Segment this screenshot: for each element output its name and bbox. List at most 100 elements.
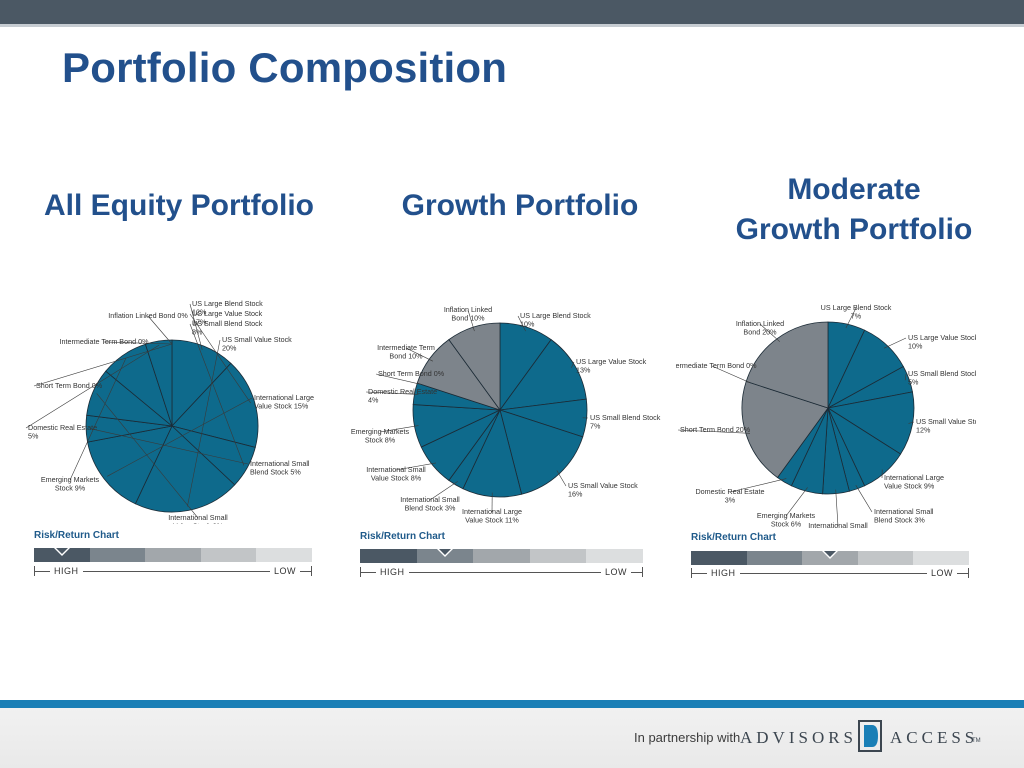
partner-text: In partnership with <box>634 730 741 745</box>
pie-label-us-small-value-stock-16: US Small Value Stock 16% <box>568 481 638 499</box>
pie-label-emerging-markets-stock-8: Emerging Markets Stock 8% <box>351 427 410 445</box>
pie-label-intermediate-term-bond-0: Intermediate Term Bond 0% <box>676 361 757 370</box>
pie-label-us-small-blend-stock-8: US Small Blend Stock 8% <box>192 319 263 337</box>
leader-line-intermediate-term-bond-0 <box>103 341 173 345</box>
footer-band <box>0 708 1024 768</box>
pie-label-inflation-linked-bond-10: Inflation Linked Bond 10% <box>444 305 492 323</box>
portfolio-title-all-equity: All Equity Portfolio <box>44 189 314 222</box>
top-rule <box>0 24 1024 27</box>
slide-title: Portfolio Composition <box>62 44 508 91</box>
pie-label-international-small-blend-stock-5: International Small Blend Stock 5% <box>250 459 310 477</box>
pie-slice-inflation-linked-bond-20 <box>745 321 829 409</box>
leader-line-international-small-value-stock-9 <box>96 393 199 519</box>
risk-return-title-growth: Risk/Return Chart <box>360 531 446 542</box>
pie-label-short-term-bond-0: Short Term Bond 0% <box>378 369 445 378</box>
leader-line-us-small-value-stock-16 <box>556 470 567 487</box>
risk-marker-icon <box>821 550 839 559</box>
risk-segment-5 <box>586 549 643 563</box>
leader-line-international-large-value-stock-15 <box>107 397 253 477</box>
leader-line-us-large-blend-stock-7 <box>845 307 857 329</box>
risk-segment-4 <box>200 548 257 562</box>
risk-low-label: LOW <box>926 568 957 578</box>
risk-marker-icon <box>435 548 454 557</box>
pie-label-international-small-value-stock-8: International Small Value Stock 8% <box>366 465 426 483</box>
pie-label-domestic-real-estate-4: Domestic Real Estate 4% <box>368 387 437 405</box>
pie-slice-us-large-value-stock-13 <box>499 339 587 411</box>
pie-chart-all-equity: US Large Blend Stock 12% US Large Value St… <box>20 296 320 524</box>
pie-label-intermediate-term-bond-0: Intermediate Term Bond 0% <box>60 337 150 346</box>
pie-label-us-large-value-stock-10: US Large Value Stock 10% <box>908 333 976 351</box>
pie-slice-us-large-blend-stock-12 <box>171 339 232 428</box>
leader-line-international-small-blend-stock-3 <box>429 481 458 501</box>
pie-slice-short-term-bond-20 <box>741 380 829 479</box>
portfolio-title-growth: Growth Portfolio <box>401 189 639 222</box>
leader-line-domestic-real-estate-3 <box>729 478 787 493</box>
pie-chart-moderate-growth-svg: US Large Blend Stock 7% US Large Value Sto… <box>676 303 976 530</box>
risk-segment-2 <box>89 548 146 562</box>
pie-chart-all-equity-svg: US Large Blend Stock 12%US Large Value St… <box>25 299 314 524</box>
pie-label-us-large-blend-stock-10: US Large Blend Stock 10% <box>520 311 591 329</box>
pie-label-us-small-blend-stock-7: US Small Blend Stock 7% <box>590 413 661 431</box>
leader-line-us-large-value-stock-10 <box>883 337 907 349</box>
risk-high-label: HIGH <box>376 567 409 577</box>
leader-line-us-large-value-stock-13 <box>571 361 575 368</box>
advisors-access-logo-icon <box>858 720 882 752</box>
leader-line-us-large-blend-stock-10 <box>517 315 526 332</box>
pie-slice-us-small-value-stock-16 <box>499 409 584 495</box>
pie-label-us-small-value-stock-20: US Small Value Stock 20% <box>222 335 292 353</box>
pie-slice-us-large-value-stock-17 <box>171 362 259 448</box>
leader-line-us-large-blend-stock-12 <box>189 303 203 350</box>
leader-line-us-small-value-stock-20 <box>187 339 221 507</box>
pie-label-emerging-markets-stock-6: Emerging Markets Stock 6% <box>757 511 816 529</box>
pie-label-us-large-blend-stock-7: US Large Blend Stock 7% <box>821 303 892 321</box>
risk-scale-moderate-growth: HIGH LOW <box>691 567 969 581</box>
risk-scale-growth: HIGH LOW <box>360 566 643 580</box>
risk-segment-4 <box>529 549 587 563</box>
pie-label-emerging-markets-stock-9: Emerging Markets Stock 9% <box>41 475 100 493</box>
pie-slice-domestic-real-estate-5 <box>144 339 173 427</box>
risk-segment-1 <box>360 549 417 563</box>
pie-label-inflation-linked-bond-20: Inflation Linked Bond 20% <box>736 319 784 337</box>
leader-line-international-small-blend-stock-3 <box>855 485 873 513</box>
pie-chart-growth-svg: US Large Blend Stock 10% US Large Value St… <box>351 305 661 524</box>
pie-label-intermediate-term-bond-10: Intermediate Term Bond 10% <box>377 343 435 361</box>
pie-label-domestic-real-estate-3: Domestic Real Estate 3% <box>695 487 764 505</box>
leader-line-short-term-bond-20 <box>677 429 751 434</box>
risk-segment-3 <box>473 549 530 563</box>
leader-line-short-term-bond-0 <box>375 373 422 385</box>
risk-segment-1 <box>691 551 747 565</box>
leader-line-intermediate-term-bond-0 <box>711 365 751 383</box>
risk-return-title-moderate-growth: Risk/Return Chart <box>691 532 777 543</box>
leader-line-domestic-real-estate-5 <box>25 344 160 429</box>
risk-bar-moderate-growth <box>691 550 969 565</box>
brand-name-left: ADVISORS <box>740 728 858 747</box>
pie-chart-moderate-growth: US Large Blend Stock 7% US Large Value Sto… <box>676 296 976 530</box>
risk-bar-growth <box>360 548 643 563</box>
risk-segment-3 <box>145 548 201 562</box>
leader-line-emerging-markets-stock-6 <box>785 487 808 517</box>
risk-return-title-all-equity: Risk/Return Chart <box>34 530 120 541</box>
risk-segment-2 <box>746 551 803 565</box>
pie-slice-us-small-value-stock-20 <box>134 425 236 513</box>
pie-label-short-term-bond-20: Short Term Bond 20% <box>680 425 751 434</box>
pie-label-international-small-blend-stock-3: International Small Blend Stock 3% <box>874 507 934 525</box>
risk-low-label: LOW <box>600 567 631 577</box>
footer-accent-band <box>0 700 1024 708</box>
pie-chart-growth: US Large Blend Stock 10% US Large Value St… <box>332 296 662 524</box>
leader-line-international-small-value-stock-8 <box>395 462 437 471</box>
risk-segment-4 <box>857 551 914 565</box>
pie-label-international-large-value-stock-9: International Large Value Stock 9% <box>884 473 944 491</box>
brand-name-right: ACCESS <box>890 728 979 747</box>
pie-label-international-large-value-stock-15: International Large Value Stock 15% <box>254 393 314 411</box>
pie-label-short-term-bond-0: Short Term Bond 0% <box>36 381 103 390</box>
risk-marker-icon <box>52 547 71 556</box>
pie-label-us-large-blend-stock-12: US Large Blend Stock 12% <box>192 299 263 317</box>
pie-label-us-large-value-stock-13: US Large Value Stock 13% <box>576 357 647 375</box>
risk-high-label: HIGH <box>707 568 740 578</box>
leader-line-us-large-value-stock-17 <box>189 313 251 404</box>
pie-label-international-large-value-stock-11: International Large Value Stock 11% <box>462 507 522 524</box>
leader-line-international-small-value-stock-5 <box>835 489 839 527</box>
pie-label-inflation-linked-bond-0: Inflation Linked Bond 0% <box>108 311 188 320</box>
